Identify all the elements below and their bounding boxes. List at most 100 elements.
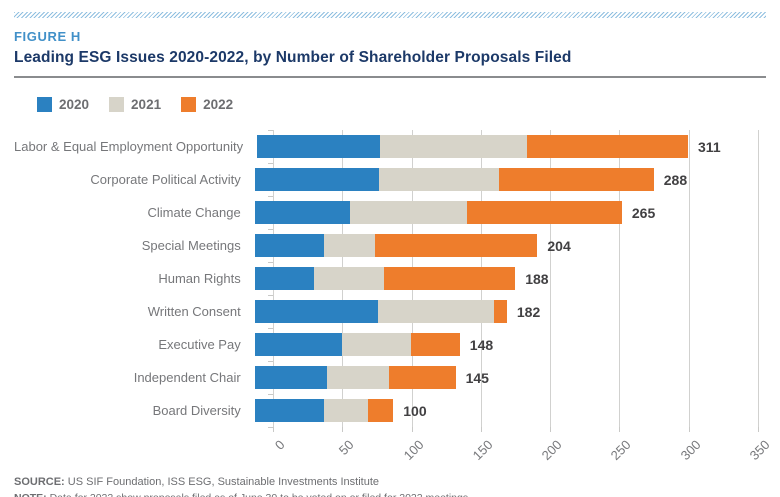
x-tick-mark <box>480 427 482 432</box>
bar-track: 148 <box>254 333 766 356</box>
x-tick-mark <box>342 427 344 432</box>
bar-segment-2020 <box>254 168 380 191</box>
y-tick-mark <box>268 196 273 197</box>
x-tick-mark <box>411 427 413 432</box>
chart-row: Independent Chair 145 <box>14 361 766 394</box>
chart-rows: Labor & Equal Employment Opportunity 311 C… <box>14 130 766 427</box>
bar-segment-2022 <box>411 333 460 356</box>
x-tick-label: 300 <box>677 437 704 463</box>
y-tick-mark <box>268 295 273 296</box>
bar-track: 188 <box>254 267 766 290</box>
note-text: Data for 2022 show proposals filed as of… <box>50 492 471 497</box>
x-tick-label: 0 <box>271 437 288 453</box>
bar-track: 145 <box>254 366 766 389</box>
bar-segment-2022 <box>494 300 507 323</box>
total-value-label: 148 <box>469 336 494 353</box>
stacked-bar-chart: Labor & Equal Employment Opportunity 311 C… <box>14 130 766 428</box>
bar-segment-2020 <box>254 333 342 356</box>
legend-label: 2020 <box>59 97 90 112</box>
total-value-label: 145 <box>465 369 489 386</box>
x-tick-label: 350 <box>746 437 773 463</box>
legend-item: 2022 <box>181 97 233 112</box>
chart-row: Climate Change 265 <box>14 196 766 229</box>
x-tick-mark <box>758 427 759 432</box>
bar-track: 182 <box>254 300 766 323</box>
bar-segment-2022 <box>375 234 538 257</box>
gridline-250 <box>619 130 621 427</box>
x-tick-mark <box>688 427 690 432</box>
x-tick-label: 100 <box>400 437 427 463</box>
bar-segment-2022 <box>527 135 689 158</box>
chart-row: Labor & Equal Employment Opportunity 311 <box>14 130 766 163</box>
x-axis: 0 50 100 150 200 250 300 350 <box>271 427 773 471</box>
source-text: US SIF Foundation, ISS ESG, Sustainable … <box>67 476 380 488</box>
category-label: Written Consent <box>147 304 241 319</box>
legend-label: 2022 <box>203 97 234 112</box>
y-tick-mark <box>268 163 273 164</box>
y-tick-mark <box>268 427 273 428</box>
y-tick-mark <box>268 130 273 131</box>
total-value-label: 311 <box>698 138 721 155</box>
bar-segment-2020 <box>257 135 381 158</box>
bar-segment-2020 <box>254 300 379 323</box>
bar-segment-2020 <box>254 399 324 422</box>
bar-segment-2020 <box>254 201 351 224</box>
legend-label: 2021 <box>131 97 162 112</box>
bar-track: 100 <box>254 399 766 422</box>
bar-segment-2020 <box>254 267 315 290</box>
title-rule <box>14 76 766 78</box>
legend-swatch-2022 <box>181 97 197 112</box>
x-tick-mark <box>550 427 552 432</box>
bar-segment-2022 <box>389 366 456 389</box>
total-value-label: 188 <box>525 270 549 287</box>
legend-swatch-2020 <box>37 97 52 112</box>
x-tick-mark <box>619 427 621 432</box>
chart-row: Special Meetings 204 <box>14 229 766 262</box>
legend-item: 2021 <box>109 97 161 112</box>
bar-segment-2020 <box>254 234 324 257</box>
total-value-label: 204 <box>547 237 571 254</box>
bar-segment-2021 <box>379 168 499 191</box>
note-line: NOTE: Data for 2022 show proposals filed… <box>14 492 766 497</box>
x-tick-label: 250 <box>608 437 635 463</box>
y-tick-mark <box>268 361 273 362</box>
bar-segment-2021 <box>326 366 390 389</box>
y-tick-mark <box>268 262 273 263</box>
page-title: Leading ESG Issues 2020-2022, by Number … <box>14 49 572 66</box>
legend-item: 2020 <box>37 97 89 112</box>
hatched-divider <box>14 12 766 18</box>
category-label: Corporate Political Activity <box>90 172 241 187</box>
bar-segment-2021 <box>314 267 384 290</box>
total-value-label: 265 <box>631 204 656 221</box>
bar-track: 288 <box>254 168 766 191</box>
category-label: Labor & Equal Employment Opportunity <box>14 139 244 154</box>
category-label: Climate Change <box>147 205 241 220</box>
gridline-200 <box>550 130 552 427</box>
gridline-350 <box>758 130 759 427</box>
bar-track: 204 <box>254 234 766 257</box>
figure-label: FIGURE H <box>14 29 81 44</box>
chart-legend: 2020 2021 2022 <box>14 97 766 112</box>
gridline-300 <box>688 130 690 427</box>
bar-track: 311 <box>257 135 766 158</box>
category-label: Board Diversity <box>152 403 241 418</box>
bar-segment-2021 <box>350 201 467 224</box>
y-tick-mark <box>268 229 273 230</box>
category-label: Human Rights <box>158 271 241 286</box>
source-prefix: SOURCE: <box>14 476 65 488</box>
y-tick-mark <box>268 328 273 329</box>
chart-row: Board Diversity 100 <box>14 394 766 427</box>
note-prefix: NOTE: <box>14 492 47 497</box>
bar-segment-2020 <box>254 366 327 389</box>
bar-segment-2021 <box>380 135 528 158</box>
x-tick-label: 50 <box>336 437 357 458</box>
bar-segment-2021 <box>323 234 376 257</box>
chart-row: Written Consent 182 <box>14 295 766 328</box>
total-value-label: 288 <box>663 171 688 188</box>
total-value-label: 100 <box>403 402 427 419</box>
x-tick-label: 200 <box>538 437 565 463</box>
category-label: Special Meetings <box>141 238 241 253</box>
bar-segment-2022 <box>383 267 516 290</box>
chart-row: Executive Pay 148 <box>14 328 766 361</box>
